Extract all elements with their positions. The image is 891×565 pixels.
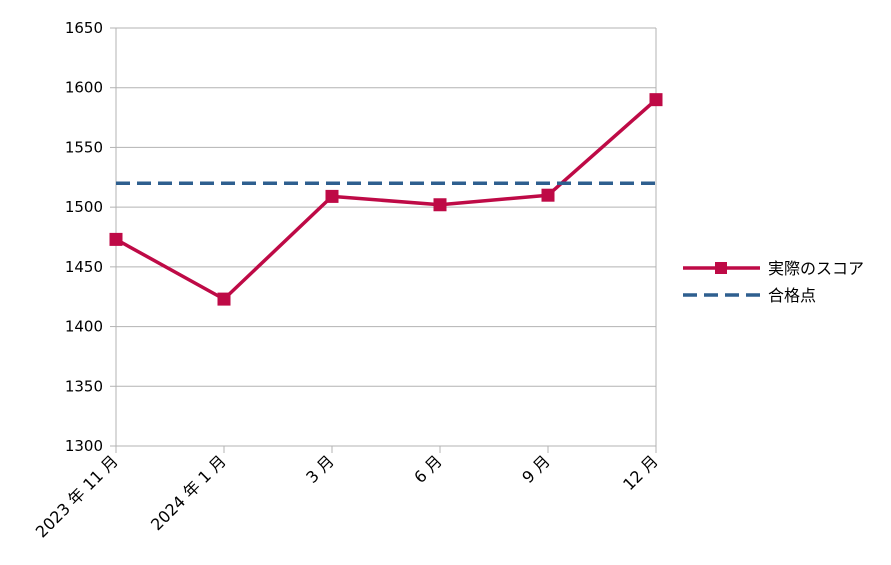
data-point <box>541 188 555 202</box>
y-axis-ticks: 1300 1350 1400 1450 1500 1550 1600 1650 <box>65 19 116 455</box>
y-tick-label: 1600 <box>65 79 103 97</box>
x-axis-ticks: 2023 年 11 月 2024 年 1 月 3 月 6 月 9 月 12 月 <box>32 446 662 541</box>
data-point <box>325 189 339 203</box>
y-tick-label: 1400 <box>65 318 103 336</box>
x-tick-label: 6 月 <box>410 451 446 487</box>
x-tick-label: 2023 年 11 月 <box>32 451 122 541</box>
x-tick-label: 12 月 <box>619 451 662 494</box>
data-point <box>433 198 447 212</box>
data-point <box>109 232 123 246</box>
y-tick-label: 1300 <box>65 437 103 455</box>
x-tick-label: 3 月 <box>302 451 338 487</box>
legend-marker <box>715 262 727 274</box>
gridlines <box>116 27 656 387</box>
legend-label: 実際のスコア <box>768 259 864 278</box>
legend-label: 合格点 <box>768 286 816 305</box>
y-tick-label: 1650 <box>65 19 103 37</box>
series <box>109 93 663 306</box>
y-tick-label: 1500 <box>65 198 103 216</box>
x-tick-label: 9 月 <box>518 451 554 487</box>
axes <box>115 28 657 447</box>
y-tick-label: 1450 <box>65 258 103 276</box>
y-tick-label: 1550 <box>65 138 103 156</box>
y-tick-label: 1350 <box>65 377 103 395</box>
legend-item-0: 実際のスコア <box>683 259 864 278</box>
series-0 <box>109 93 663 306</box>
data-point <box>217 292 231 306</box>
x-tick-label: 2024 年 1 月 <box>147 451 230 534</box>
data-point <box>649 93 663 107</box>
score-line <box>115 98 658 301</box>
legend-item-1: 合格点 <box>683 286 816 305</box>
